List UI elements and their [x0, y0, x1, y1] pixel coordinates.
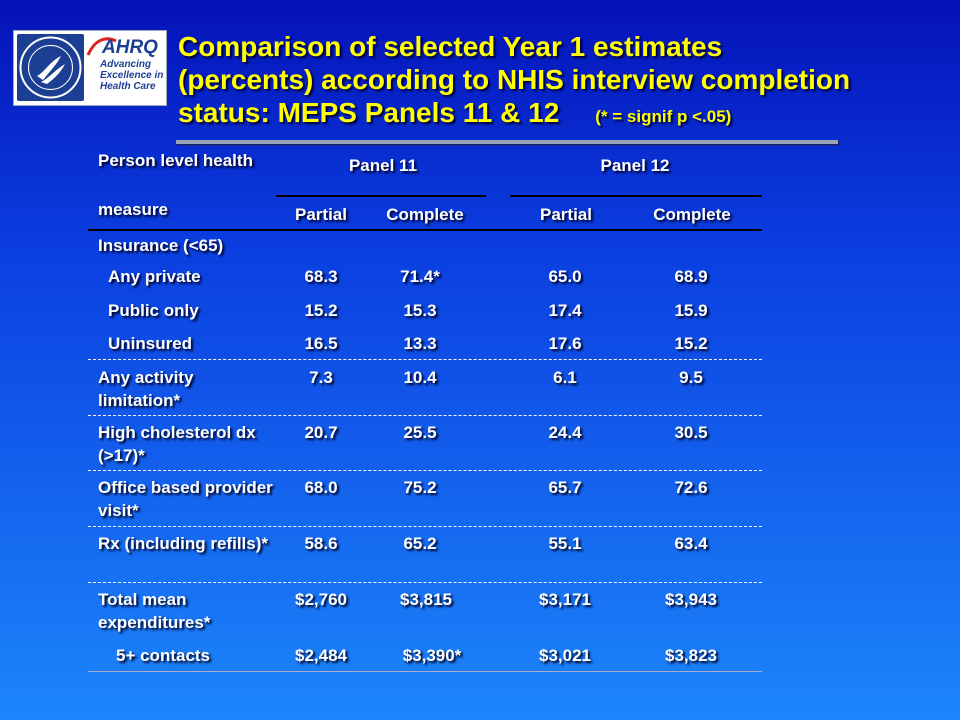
- cell: 58.6: [304, 534, 338, 553]
- row-label-rx: Rx (including refills)*: [98, 534, 269, 553]
- row-label-high-cholesterol: High cholesterol dx (>17)*: [98, 423, 256, 465]
- cell: 15.3: [403, 301, 437, 320]
- cell: 30.5: [674, 423, 708, 442]
- row-label-office-visit: Office based provider visit*: [98, 478, 273, 520]
- hhs-ahrq-logo: AHRQ Advancing Excellence in Health Care: [13, 30, 167, 106]
- title-line-3: status: MEPS Panels 11 & 12 (* = signif p…: [178, 96, 958, 133]
- row-label-any-private: Any private: [108, 267, 201, 286]
- row-label-uninsured: Uninsured: [108, 334, 193, 353]
- cell: 6.1: [553, 368, 577, 387]
- cell: $3,823: [665, 646, 717, 665]
- row-label-public-only: Public only: [108, 301, 199, 320]
- title-divider: [176, 140, 838, 144]
- cell: 65.0: [548, 267, 582, 286]
- header-p11-partial: Partial: [295, 205, 347, 224]
- ahrq-swoosh-icon: [86, 37, 117, 56]
- header-panel-11: Panel 11: [348, 156, 418, 175]
- row-label-5plus-contacts: 5+ contacts: [116, 646, 211, 665]
- cell: 15.9: [674, 301, 708, 320]
- slide-title: Comparison of selected Year 1 estimates …: [178, 30, 958, 133]
- cell: 15.2: [674, 334, 708, 353]
- header-p12-complete: Complete: [653, 205, 731, 224]
- significance-note: (* = signif p <.05): [595, 107, 732, 126]
- header-panel-12: Panel 12: [600, 156, 670, 175]
- panel-11-rule: [276, 195, 486, 197]
- header-p12-partial: Partial: [540, 205, 592, 224]
- tagline-line: Advancing: [100, 59, 152, 70]
- cell: 65.2: [403, 534, 437, 553]
- cell: 25.5: [403, 423, 437, 442]
- cell: 17.6: [548, 334, 582, 353]
- row-divider: [88, 470, 762, 471]
- cell: 17.4: [548, 301, 582, 320]
- title-line-2: (percents) according to NHIS interview c…: [178, 64, 851, 95]
- cell: $3,021: [539, 646, 591, 665]
- hhs-seal-icon: [17, 34, 84, 101]
- title-line-1: Comparison of selected Year 1 estimates: [178, 31, 723, 62]
- cell: 7.3: [309, 368, 333, 387]
- cell: $2,484: [295, 646, 347, 665]
- row-divider: [88, 526, 762, 527]
- cell: $3,815: [400, 590, 452, 609]
- table-bottom-rule: [88, 671, 762, 672]
- cell: 55.1: [548, 534, 582, 553]
- cell: 10.4: [403, 368, 437, 387]
- cell: $3,171: [539, 590, 591, 609]
- header-p11-complete: Complete: [386, 205, 464, 224]
- cell: 68.0: [304, 478, 338, 497]
- header-person-level: Person level health: [98, 151, 253, 170]
- cell: 13.3: [403, 334, 437, 353]
- cell: 24.4: [548, 423, 582, 442]
- cell: 63.4: [674, 534, 708, 553]
- cell: 68.3: [304, 267, 338, 286]
- row-label-total-expenditures: Total mean expenditures*: [98, 590, 211, 632]
- ahrq-brand: AHRQ: [102, 37, 158, 58]
- cell: 65.7: [548, 478, 582, 497]
- cell: 20.7: [304, 423, 338, 442]
- cell: 68.9: [674, 267, 708, 286]
- cell: $3,390*: [402, 646, 462, 665]
- header-measure: measure: [98, 200, 168, 219]
- ahrq-tagline: Advancing Excellence in Health Care: [100, 59, 164, 92]
- cell: $2,760: [295, 590, 347, 609]
- row-divider: [88, 415, 762, 416]
- ahrq-logo: AHRQ Advancing Excellence in Health Care: [86, 35, 164, 101]
- tagline-line: Health Care: [100, 81, 156, 92]
- cell: 75.2: [403, 478, 437, 497]
- header-bottom-rule: [88, 229, 762, 231]
- row-divider: [88, 359, 762, 360]
- title-line-3-text: status: MEPS Panels 11 & 12: [178, 97, 560, 128]
- cell: 71.4*: [400, 267, 440, 286]
- cell: 15.2: [304, 301, 338, 320]
- cell: 9.5: [679, 368, 703, 387]
- cell: $3,943: [665, 590, 717, 609]
- cell: 16.5: [304, 334, 338, 353]
- cell: 72.6: [674, 478, 708, 497]
- row-divider: [88, 582, 762, 583]
- panel-12-rule: [510, 195, 762, 197]
- tagline-line: Excellence in: [100, 70, 164, 81]
- row-label-insurance: Insurance (<65): [98, 236, 224, 255]
- row-label-activity-limitation: Any activity limitation*: [98, 368, 194, 410]
